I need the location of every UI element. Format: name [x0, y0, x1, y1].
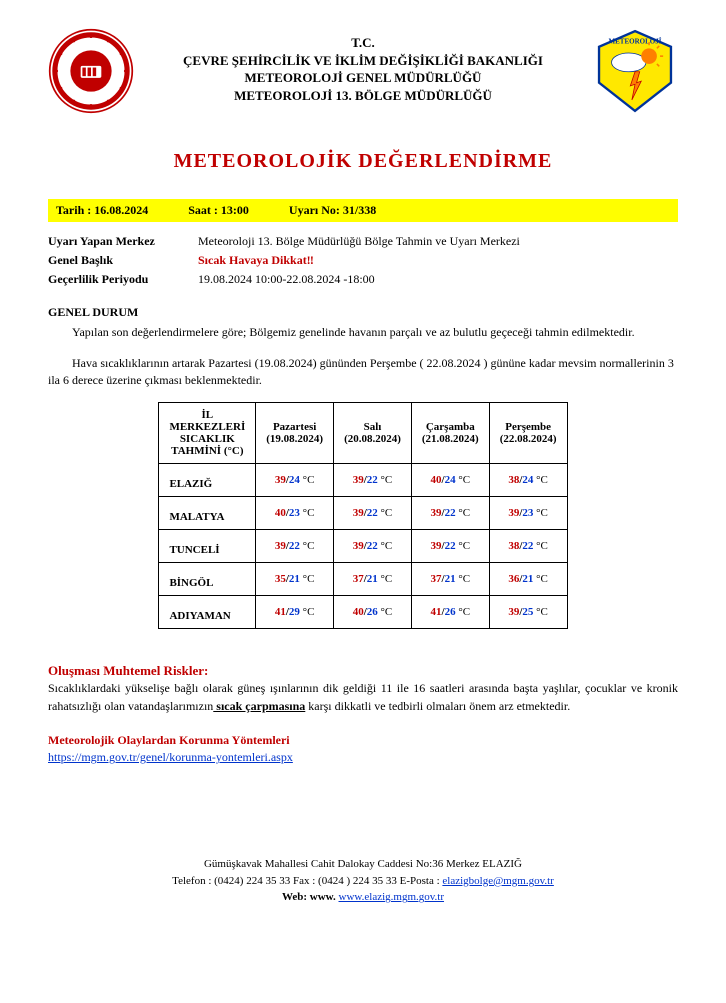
col-header-day: Perşembe (22.08.2024) — [489, 403, 567, 464]
day-name: Çarşamba — [426, 421, 475, 433]
footer-web-link[interactable]: www.elazig.mgm.gov.tr — [339, 891, 445, 903]
bar-tarih: Tarih : 16.08.2024 — [56, 203, 148, 218]
table-header-row: İL MERKEZLERİ SICAKLIK TAHMİNİ (°C) Paza… — [159, 403, 567, 464]
protect-heading: Meteorolojik Olaylardan Korunma Yöntemle… — [48, 733, 678, 748]
ministry-seal-icon — [48, 28, 134, 114]
temp-cell: 40/26 °C — [334, 596, 412, 629]
city-cell: MALATYA — [159, 497, 256, 530]
info-label: Geçerlilik Periyodu — [48, 272, 198, 287]
info-value: 19.08.2024 10:00-22.08.2024 -18:00 — [198, 272, 678, 287]
table-row: MALATYA40/23 °C39/22 °C39/22 °C39/23 °C — [159, 497, 567, 530]
day-name: Salı — [364, 421, 382, 433]
info-row-periyot: Geçerlilik Periyodu 19.08.2024 10:00-22.… — [48, 272, 678, 287]
temp-cell: 40/24 °C — [411, 464, 489, 497]
info-label: Uyarı Yapan Merkez — [48, 234, 198, 249]
risks-bold: sıcak çarpmasına — [213, 699, 305, 713]
footer-mail-link[interactable]: elazigbolge@mgm.gov.tr — [442, 875, 553, 887]
day-date: (22.08.2024) — [500, 433, 557, 445]
header-line-4: METEOROLOJİ 13. BÖLGE MÜDÜRLÜĞÜ — [134, 87, 592, 105]
paragraph-2: Hava sıcaklıklarının artarak Pazartesi (… — [48, 355, 678, 389]
temp-cell: 37/21 °C — [411, 563, 489, 596]
city-cell: TUNCELİ — [159, 530, 256, 563]
temp-cell: 38/22 °C — [489, 530, 567, 563]
table-body: ELAZIĞ39/24 °C39/22 °C40/24 °C38/24 °CMA… — [159, 464, 567, 629]
risks-post: karşı dikkatli ve tedbirli olmaları önem… — [305, 699, 570, 713]
col-header-cities: İL MERKEZLERİ SICAKLIK TAHMİNİ (°C) — [159, 403, 256, 464]
city-cell: ADIYAMAN — [159, 596, 256, 629]
th-line: TAHMİNİ (°C) — [171, 445, 243, 457]
temp-cell: 39/22 °C — [334, 497, 412, 530]
day-date: (20.08.2024) — [344, 433, 401, 445]
svg-text:METEOROLOJİ: METEOROLOJİ — [608, 38, 661, 46]
info-row-merkez: Uyarı Yapan Merkez Meteoroloji 13. Bölge… — [48, 234, 678, 249]
th-line: İL — [202, 409, 214, 421]
table-row: TUNCELİ39/22 °C39/22 °C39/22 °C38/22 °C — [159, 530, 567, 563]
meteorology-logo-icon: METEOROLOJİ — [592, 28, 678, 114]
protect-link[interactable]: https://mgm.gov.tr/genel/korunma-yonteml… — [48, 750, 293, 764]
temp-cell: 36/21 °C — [489, 563, 567, 596]
document-title: METEOROLOJİK DEĞERLENDİRME — [48, 150, 678, 173]
bar-uyari: Uyarı No: 31/338 — [289, 203, 376, 218]
risks-text: Sıcaklıklardaki yükselişe bağlı olarak g… — [48, 679, 678, 715]
footer: Gümüşkavak Mahallesi Cahit Dalokay Cadde… — [48, 856, 678, 906]
table-row: BİNGÖL35/21 °C37/21 °C37/21 °C36/21 °C — [159, 563, 567, 596]
table-head: İL MERKEZLERİ SICAKLIK TAHMİNİ (°C) Paza… — [159, 403, 567, 464]
date-bar: Tarih : 16.08.2024 Saat : 13:00 Uyarı No… — [48, 199, 678, 222]
day-date: (21.08.2024) — [422, 433, 479, 445]
temp-cell: 39/22 °C — [334, 464, 412, 497]
temp-cell: 39/22 °C — [256, 530, 334, 563]
temp-cell: 39/22 °C — [334, 530, 412, 563]
temp-cell: 39/24 °C — [256, 464, 334, 497]
info-label: Genel Başlık — [48, 253, 198, 268]
day-name: Perşembe — [505, 421, 551, 433]
footer-web-label: Web: www. — [282, 891, 336, 903]
header-titles: T.C. ÇEVRE ŞEHİRCİLİK VE İKLİM DEĞİŞİKLİ… — [134, 28, 592, 104]
th-line: SICAKLIK — [180, 433, 235, 445]
temp-cell: 35/21 °C — [256, 563, 334, 596]
temp-cell: 39/23 °C — [489, 497, 567, 530]
footer-address: Gümüşkavak Mahallesi Cahit Dalokay Cadde… — [48, 856, 678, 873]
header-line-2: ÇEVRE ŞEHİRCİLİK VE İKLİM DEĞİŞİKLİĞİ BA… — [134, 52, 592, 70]
day-date: (19.08.2024) — [266, 433, 323, 445]
table-row: ELAZIĞ39/24 °C39/22 °C40/24 °C38/24 °C — [159, 464, 567, 497]
temp-cell: 37/21 °C — [334, 563, 412, 596]
header-line-1: T.C. — [134, 34, 592, 52]
temp-cell: 40/23 °C — [256, 497, 334, 530]
temp-cell: 41/29 °C — [256, 596, 334, 629]
info-row-baslik: Genel Başlık Sıcak Havaya Dikkat‼ — [48, 253, 678, 268]
info-value-warning: Sıcak Havaya Dikkat‼ — [198, 253, 678, 268]
footer-contact: Telefon : (0424) 224 35 33 Fax : (0424 )… — [48, 873, 678, 890]
paragraph-1: Yapılan son değerlendirmelere göre; Bölg… — [48, 324, 678, 341]
col-header-day: Salı (20.08.2024) — [334, 403, 412, 464]
risks-heading: Oluşması Muhtemel Riskler: — [48, 663, 678, 679]
info-block: Uyarı Yapan Merkez Meteoroloji 13. Bölge… — [48, 234, 678, 287]
document-page: T.C. ÇEVRE ŞEHİRCİLİK VE İKLİM DEĞİŞİKLİ… — [0, 0, 726, 1003]
section-head-genel: GENEL DURUM — [48, 305, 678, 320]
footer-web: Web: www. www.elazig.mgm.gov.tr — [48, 889, 678, 906]
temp-cell: 39/25 °C — [489, 596, 567, 629]
temp-cell: 39/22 °C — [411, 497, 489, 530]
temp-cell: 38/24 °C — [489, 464, 567, 497]
info-value: Meteoroloji 13. Bölge Müdürlüğü Bölge Ta… — [198, 234, 678, 249]
header-row: T.C. ÇEVRE ŞEHİRCİLİK VE İKLİM DEĞİŞİKLİ… — [48, 28, 678, 114]
city-cell: BİNGÖL — [159, 563, 256, 596]
city-cell: ELAZIĞ — [159, 464, 256, 497]
col-header-day: Çarşamba (21.08.2024) — [411, 403, 489, 464]
bar-saat: Saat : 13:00 — [188, 203, 249, 218]
temp-cell: 41/26 °C — [411, 596, 489, 629]
day-name: Pazartesi — [273, 421, 316, 433]
temperature-table: İL MERKEZLERİ SICAKLIK TAHMİNİ (°C) Paza… — [158, 402, 567, 629]
th-line: MERKEZLERİ — [169, 421, 245, 433]
header-line-3: METEOROLOJİ GENEL MÜDÜRLÜĞÜ — [134, 69, 592, 87]
footer-tel: Telefon : (0424) 224 35 33 Fax : (0424 )… — [172, 875, 442, 887]
col-header-day: Pazartesi (19.08.2024) — [256, 403, 334, 464]
temp-cell: 39/22 °C — [411, 530, 489, 563]
table-row: ADIYAMAN41/29 °C40/26 °C41/26 °C39/25 °C — [159, 596, 567, 629]
